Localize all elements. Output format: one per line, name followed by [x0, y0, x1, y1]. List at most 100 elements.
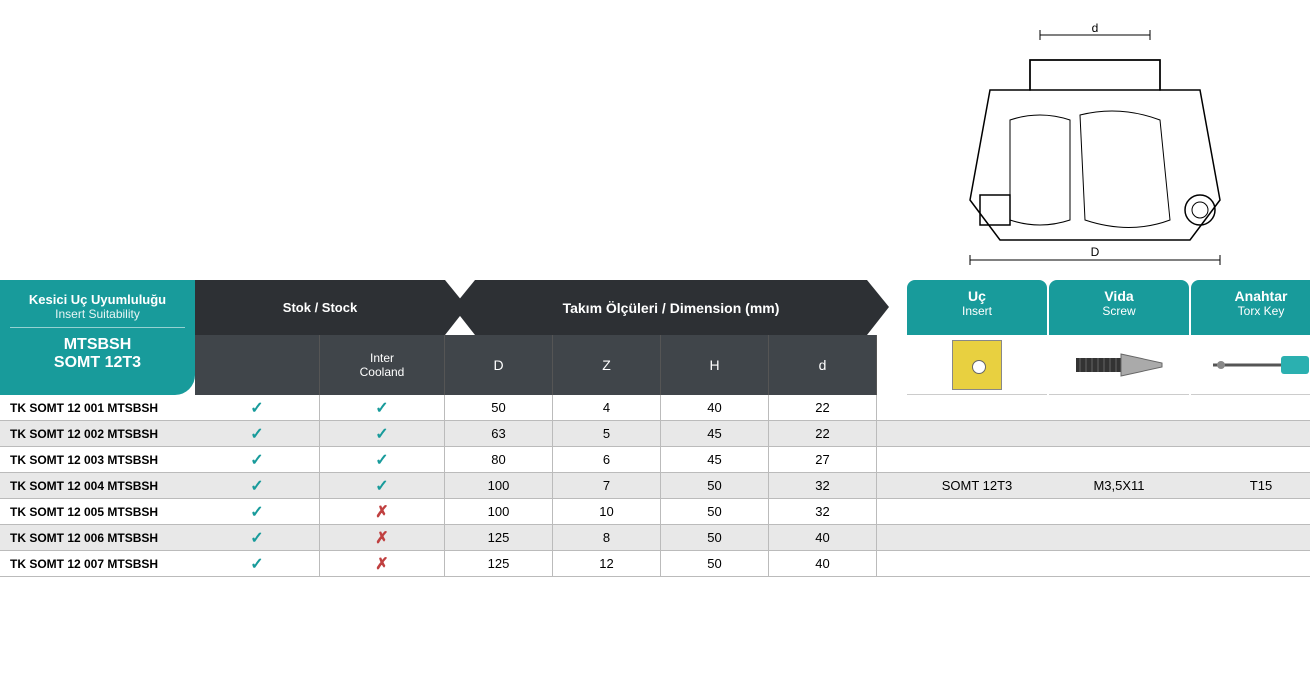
product-code: TK SOMT 12 004 MTSBSH	[0, 473, 195, 498]
key-value-empty	[1191, 499, 1310, 524]
stock1-cell: ✓	[195, 421, 320, 446]
table-row: TK SOMT 12 004 MTSBSH✓✓10075032SOMT 12T3…	[0, 473, 1310, 499]
check-icon: ✓	[375, 424, 388, 444]
key-value-empty	[1191, 551, 1310, 576]
cell-H: 45	[661, 447, 769, 472]
key-value-empty	[1191, 525, 1310, 550]
table-row: TK SOMT 12 001 MTSBSH✓✓5044022	[0, 395, 1310, 421]
stock1-cell: ✓	[195, 499, 320, 524]
subheader-D: D	[445, 335, 553, 395]
cell-H: 40	[661, 395, 769, 420]
header-key: Anahtar Torx Key	[1191, 280, 1310, 335]
cell-d: 22	[769, 421, 877, 446]
check-icon: ✓	[375, 476, 388, 496]
screw-s: Screw	[1049, 304, 1189, 318]
subheader-stock1	[195, 335, 320, 395]
cell-Z: 6	[553, 447, 661, 472]
insert-icon	[952, 340, 1002, 390]
insert-image-cell	[907, 335, 1047, 395]
table-row: TK SOMT 12 003 MTSBSH✓✓8064527	[0, 447, 1310, 473]
badge-title-en: Insert Suitability	[10, 307, 185, 328]
check-icon: ✓	[250, 398, 263, 418]
stock2-cell: ✓	[320, 421, 445, 446]
spec-table: Kesici Uç Uyumluluğu Insert Suitability …	[0, 280, 1310, 577]
gap	[877, 525, 907, 550]
insert-s: Insert	[907, 304, 1047, 318]
key-value-empty	[1191, 395, 1310, 420]
gap	[877, 551, 907, 576]
subheader-Z: Z	[553, 335, 661, 395]
cell-D: 63	[445, 421, 553, 446]
check-icon: ✓	[375, 450, 388, 470]
gap	[877, 473, 907, 498]
cell-Z: 5	[553, 421, 661, 446]
stock2-cell: ✗	[320, 551, 445, 576]
gap	[877, 421, 907, 446]
header-stock: Stok / Stock	[195, 280, 445, 335]
subheader-H: H	[661, 335, 769, 395]
stock1-cell: ✓	[195, 447, 320, 472]
cooland-label: Cooland	[360, 365, 405, 379]
screw-value-empty	[1049, 395, 1189, 420]
insert-suitability-badge: Kesici Uç Uyumluluğu Insert Suitability …	[0, 280, 195, 395]
product-code: TK SOMT 12 005 MTSBSH	[0, 499, 195, 524]
tool-diagram: d D	[920, 20, 1270, 270]
cell-H: 50	[661, 473, 769, 498]
cell-H: 50	[661, 499, 769, 524]
cell-d: 32	[769, 473, 877, 498]
header-screw: Vida Screw	[1049, 280, 1189, 335]
table-row: TK SOMT 12 005 MTSBSH✓✗100105032	[0, 499, 1310, 525]
cross-icon: ✗	[375, 502, 388, 522]
cell-Z: 8	[553, 525, 661, 550]
cell-Z: 12	[553, 551, 661, 576]
screw-value-empty	[1049, 551, 1189, 576]
dim-d-label: d	[1092, 21, 1099, 35]
badge-title-tr: Kesici Uç Uyumluluğu	[10, 292, 185, 307]
screw-value-empty	[1049, 525, 1189, 550]
table-row: TK SOMT 12 002 MTSBSH✓✓6354522	[0, 421, 1310, 447]
header-insert: Uç Insert	[907, 280, 1047, 335]
screw-value-empty	[1049, 499, 1189, 524]
dim-D-label: D	[1091, 245, 1100, 259]
insert-value-empty	[907, 447, 1047, 472]
cell-D: 125	[445, 525, 553, 550]
gap	[877, 395, 907, 420]
cell-D: 50	[445, 395, 553, 420]
key-value: T15	[1191, 473, 1310, 498]
insert-t: Uç	[907, 288, 1047, 304]
inter-label: Inter	[370, 351, 394, 365]
product-code: TK SOMT 12 001 MTSBSH	[0, 395, 195, 420]
technical-diagram-area: d D	[0, 0, 1310, 280]
cell-Z: 4	[553, 395, 661, 420]
key-value-empty	[1191, 447, 1310, 472]
header-dimensions: Takım Ölçüleri / Dimension (mm)	[475, 280, 867, 335]
insert-value-empty	[907, 525, 1047, 550]
insert-value-empty	[907, 395, 1047, 420]
check-icon: ✓	[375, 398, 388, 418]
stock-label: Stok / Stock	[283, 300, 357, 315]
check-icon: ✓	[250, 528, 263, 548]
key-s: Torx Key	[1191, 304, 1310, 318]
cell-d: 32	[769, 499, 877, 524]
table-row: TK SOMT 12 006 MTSBSH✓✗12585040	[0, 525, 1310, 551]
stock1-cell: ✓	[195, 525, 320, 550]
cell-D: 100	[445, 473, 553, 498]
stock1-cell: ✓	[195, 395, 320, 420]
stock1-cell: ✓	[195, 551, 320, 576]
cell-d: 27	[769, 447, 877, 472]
stock2-cell: ✓	[320, 447, 445, 472]
screw-image-cell	[1049, 335, 1189, 395]
cell-H: 50	[661, 525, 769, 550]
insert-value-empty	[907, 499, 1047, 524]
insert-value-empty	[907, 421, 1047, 446]
data-rows: TK SOMT 12 001 MTSBSH✓✓5044022TK SOMT 12…	[0, 395, 1310, 577]
key-image-cell	[1191, 335, 1310, 395]
torx-key-icon	[1211, 350, 1310, 380]
key-t: Anahtar	[1191, 288, 1310, 304]
product-code: TK SOMT 12 003 MTSBSH	[0, 447, 195, 472]
cell-Z: 10	[553, 499, 661, 524]
cell-D: 125	[445, 551, 553, 576]
subheader-stock2: Inter Cooland	[320, 335, 445, 395]
check-icon: ✓	[250, 424, 263, 444]
screw-icon	[1074, 350, 1164, 380]
